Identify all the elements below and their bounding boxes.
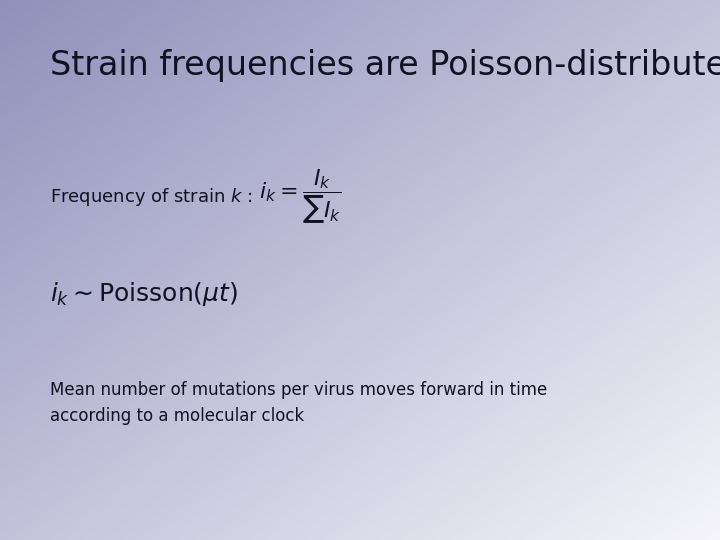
Text: $i_k \sim \mathrm{Poisson}(\mu t)$: $i_k \sim \mathrm{Poisson}(\mu t)$ xyxy=(50,280,238,308)
Text: $i_k = \dfrac{I_k}{\sum I_k}$: $i_k = \dfrac{I_k}{\sum I_k}$ xyxy=(259,168,342,226)
Text: Strain frequencies are Poisson-distributed: Strain frequencies are Poisson-distribut… xyxy=(50,49,720,82)
Text: Frequency of strain $k$ :: Frequency of strain $k$ : xyxy=(50,186,261,208)
Text: Mean number of mutations per virus moves forward in time
according to a molecula: Mean number of mutations per virus moves… xyxy=(50,381,548,425)
